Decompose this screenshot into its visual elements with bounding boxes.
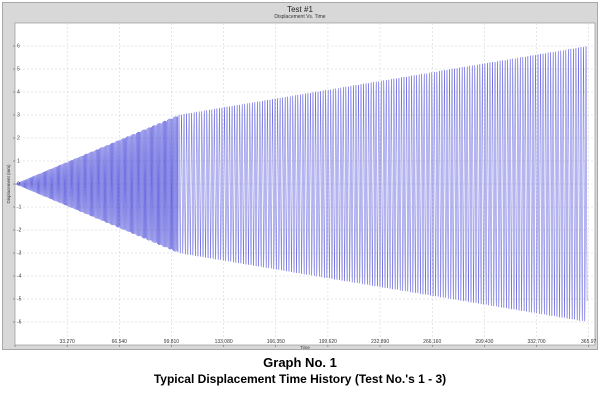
y-tick-label: -3 xyxy=(17,251,22,257)
figure-caption: Graph No. 1 Typical Displacement Time Hi… xyxy=(0,354,600,388)
x-tick-label: 166.350 xyxy=(267,339,285,345)
y-tick-label: 2 xyxy=(17,136,20,142)
x-tick-label: 199.620 xyxy=(319,339,337,345)
displacement-series-line xyxy=(14,46,588,322)
y-tick-label: 3 xyxy=(17,113,20,119)
x-tick-label: 99.810 xyxy=(164,339,180,345)
y-axis-label: Displacement (mm) xyxy=(6,164,11,204)
chart-subtitle: Displacement Vs. Time xyxy=(274,14,326,20)
x-tick-label: 33.270 xyxy=(60,339,76,345)
x-tick-label: 365.97 xyxy=(581,339,597,345)
x-tick-label: 299.430 xyxy=(475,339,493,345)
chart-title: Test #1 xyxy=(287,5,313,14)
y-tick-label: -6 xyxy=(17,320,22,326)
x-tick-label: 232.890 xyxy=(371,339,389,345)
axes: 33.270 66.540 99.810 133.080 166.350 199.620 2… xyxy=(6,44,597,350)
x-tick-label: 266.160 xyxy=(423,339,441,345)
x-tick-label: 332.700 xyxy=(527,339,545,345)
y-tick-label: 6 xyxy=(17,44,20,50)
chart-frame: Test #1 Displacement Vs. Time 33.270 66.5… xyxy=(2,2,598,350)
y-tick-label: -1 xyxy=(17,205,22,211)
y-tick-label: -2 xyxy=(17,228,22,234)
y-tick-label: -5 xyxy=(17,297,22,303)
y-tick-label: 0 xyxy=(17,182,20,188)
y-tick-label: 4 xyxy=(17,90,20,96)
displacement-chart: 33.270 66.540 99.810 133.080 166.350 199.620 2… xyxy=(6,22,597,350)
series-layer xyxy=(14,46,588,322)
y-tick-label: 5 xyxy=(17,67,20,73)
x-tick-label: 66.540 xyxy=(112,339,128,345)
caption-description: Typical Displacement Time History (Test … xyxy=(153,372,447,386)
y-tick-label: -4 xyxy=(17,274,22,280)
caption-graph-number: Graph No. 1 xyxy=(263,355,337,370)
x-axis-label: Time xyxy=(300,345,310,350)
y-tick-label: 1 xyxy=(17,159,20,165)
x-tick-label: 133.080 xyxy=(215,339,233,345)
